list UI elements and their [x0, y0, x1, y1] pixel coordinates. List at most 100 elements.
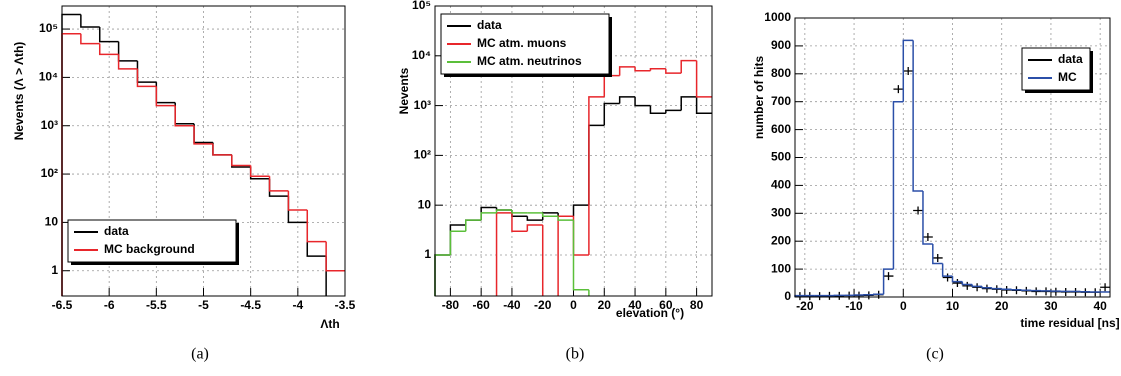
histogram-bin: [80, 33, 100, 45]
histogram-bin: [892, 100, 904, 270]
histogram-bin: [941, 263, 953, 277]
x-tick-label: -20: [796, 299, 814, 313]
y-tick-label: 10³: [414, 98, 431, 112]
y-tick-label: 10²: [41, 166, 58, 180]
histogram-bin: [588, 96, 605, 255]
y-tick-label: 1000: [764, 10, 791, 24]
histogram-bin: [991, 287, 1002, 290]
y-tick-label: 600: [771, 122, 791, 136]
histogram-bin: [932, 243, 943, 265]
y-tick-label: 0: [784, 289, 791, 303]
histogram-bin: [287, 190, 308, 211]
panel: -80 -60 -40 -20 0 20 40 60 80 1 10 10² 10³ 10⁴ 10⁵ elev…: [397, 0, 713, 363]
data-point: [962, 281, 973, 290]
histogram-bin: [526, 216, 543, 221]
y-tick-label: 10⁵: [39, 21, 58, 35]
histogram-bin: [882, 268, 894, 295]
legend: data MC: [1021, 47, 1093, 93]
y-tick-label: 10³: [41, 118, 58, 132]
y-tick-label: 1: [424, 247, 431, 261]
histogram-bin: [912, 40, 923, 192]
data-point: [1031, 287, 1042, 296]
x-tick-label: 20: [598, 298, 612, 312]
caption: (c): [926, 346, 944, 363]
histogram-bin: [249, 165, 270, 178]
data-point: [913, 206, 923, 215]
histogram-bin: [117, 54, 138, 70]
y-tick-label: 300: [771, 205, 791, 219]
data-point: [942, 273, 953, 282]
x-tick-label: -40: [503, 298, 521, 312]
histogram-bin: [480, 212, 497, 221]
histogram-bin: [634, 66, 651, 72]
x-tick-label: 0: [570, 298, 577, 312]
data-point: [952, 279, 963, 288]
data-point: [982, 284, 992, 293]
histogram-bin: [1020, 289, 1032, 292]
histogram-bin: [981, 286, 992, 289]
x-tick-label: -20: [534, 298, 552, 312]
y-axis-label: Nevents (Λ > Λth): [12, 42, 26, 141]
y-tick-label: 10: [45, 215, 59, 229]
x-tick-label: -5: [198, 298, 209, 312]
data-point: [893, 85, 904, 94]
frame: [794, 17, 1111, 298]
histogram-bin: [634, 96, 651, 107]
y-axis-label: number of hits: [752, 56, 766, 140]
y-tick-label: 500: [771, 150, 791, 164]
histogram-bin: [268, 176, 289, 192]
frame: [61, 5, 346, 297]
legend-label: MC atm. neutrinos: [477, 54, 582, 68]
histogram-bin: [603, 102, 620, 126]
histogram-bin: [80, 14, 100, 28]
legend: data MC background: [67, 219, 239, 265]
x-tick-label: -3.5: [335, 298, 356, 312]
histogram-bin: [618, 66, 636, 76]
x-tick-label: -5.5: [146, 298, 167, 312]
legend-label: data: [477, 18, 502, 32]
data-point: [903, 67, 914, 76]
x-tick-label: -6: [104, 298, 115, 312]
histogram-bin: [212, 143, 232, 156]
x-tick-label: 30: [1044, 299, 1058, 313]
histogram-bin: [541, 212, 559, 217]
histogram-bin: [174, 105, 195, 127]
histogram-bin: [680, 96, 697, 111]
histogram-bin: [961, 281, 973, 286]
y-tick-label: 10: [418, 197, 432, 211]
data-point: [922, 233, 933, 242]
histogram-bin: [1010, 288, 1022, 291]
legend-label: MC atm. muons: [477, 36, 567, 50]
panel: -6.5 -6 -5.5 -5 -4.5 -4 -3.5 1 10 10² 10³ 10⁴ 10⁵ Λth…: [12, 5, 356, 363]
y-tick-label: 100: [771, 261, 791, 275]
histogram-bin: [231, 154, 251, 167]
x-tick-label: -60: [472, 298, 490, 312]
histogram-bin: [902, 39, 914, 102]
x-axis-label: elevation (°): [616, 306, 684, 320]
histogram-bin: [680, 59, 697, 74]
x-tick-label: -4: [292, 298, 303, 312]
histogram-bin: [98, 27, 119, 43]
data-point: [883, 272, 894, 281]
legend: data MC atm. muons MC atm. neutrinos: [440, 13, 612, 77]
x-tick-label: 0: [900, 299, 907, 313]
histogram-bin: [1000, 288, 1012, 290]
legend-label: MC: [1058, 70, 1077, 84]
x-tick-label: 20: [995, 299, 1009, 313]
data-point: [972, 283, 983, 292]
histogram-bin: [618, 96, 636, 104]
histogram-bin: [526, 224, 543, 232]
legend-label: data: [1058, 52, 1083, 66]
x-tick-label: 40: [628, 298, 642, 312]
histogram-bin: [649, 105, 666, 115]
data-point: [932, 253, 943, 262]
histogram-bin: [98, 43, 119, 56]
y-tick-label: 10⁴: [412, 48, 431, 62]
histogram-bin: [873, 293, 884, 295]
y-tick-label: 400: [771, 178, 791, 192]
histogram-bin: [511, 210, 528, 214]
y-tick-label: 1: [51, 263, 58, 277]
y-tick-label: 10⁴: [39, 70, 58, 84]
histogram-bin: [465, 219, 482, 232]
